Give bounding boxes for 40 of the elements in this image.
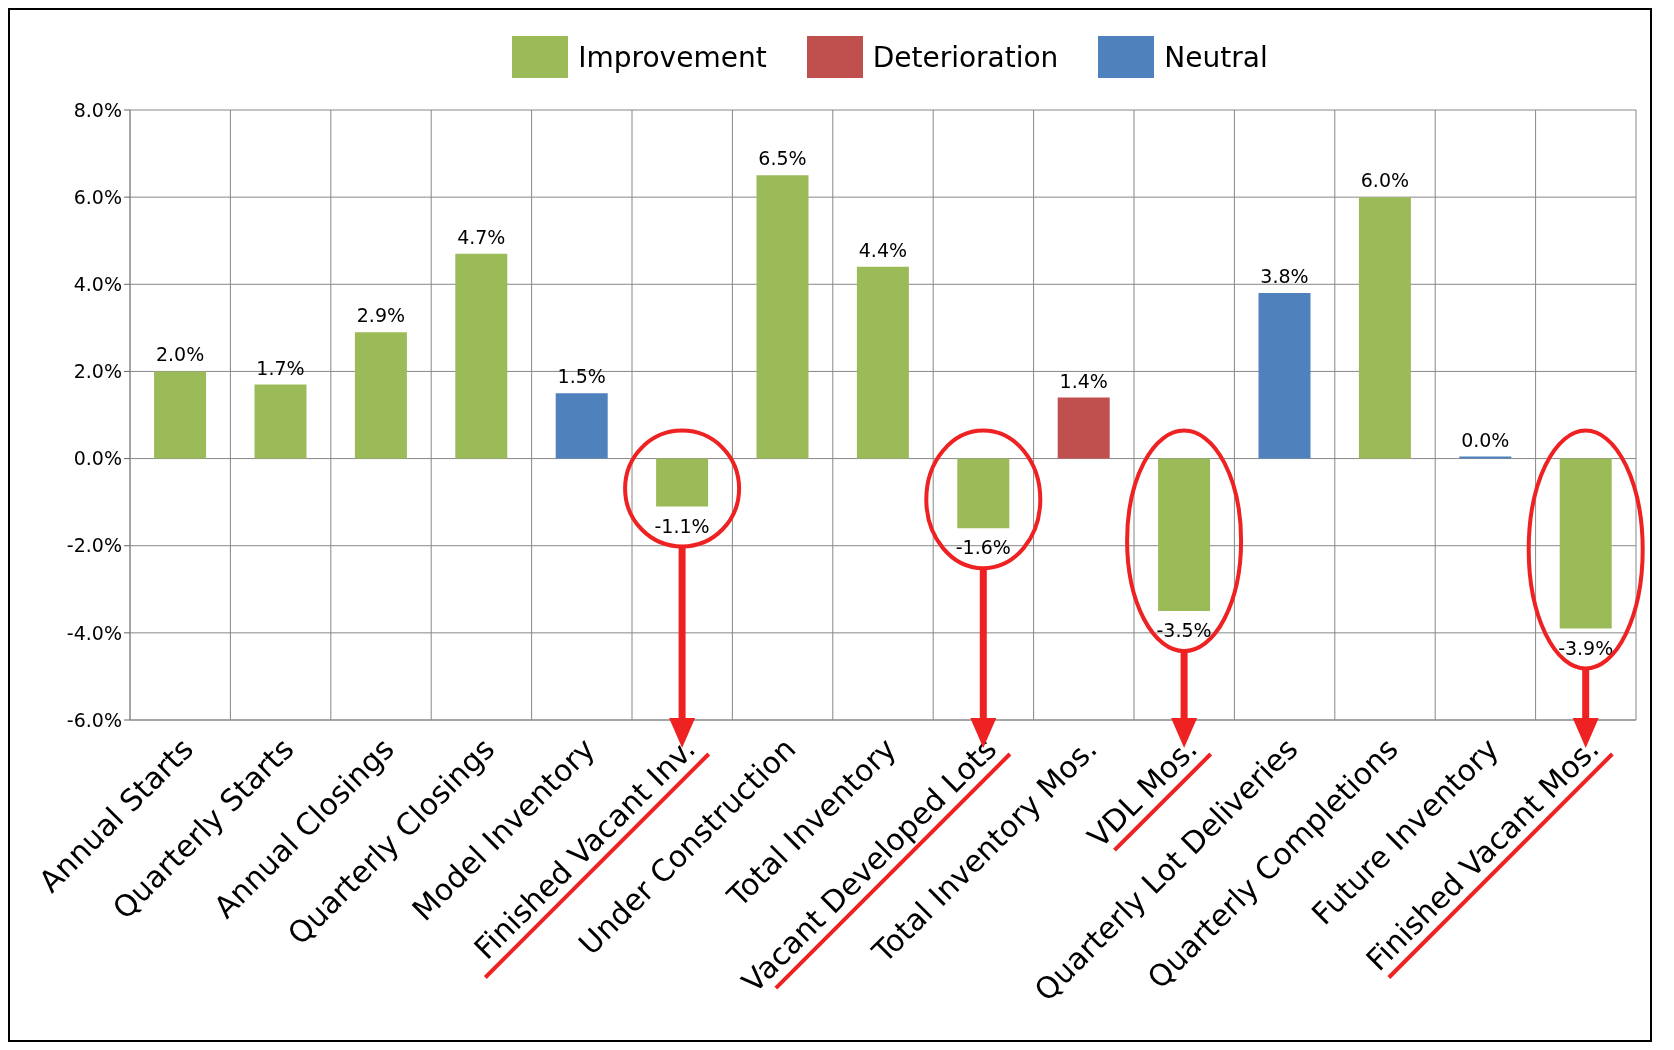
bar — [1358, 197, 1411, 459]
legend-label: Deterioration — [872, 40, 1059, 74]
data-label: 0.0% — [1461, 428, 1510, 451]
bar — [455, 253, 508, 459]
bar — [756, 175, 809, 459]
bar — [154, 371, 207, 459]
data-label: 6.0% — [1360, 169, 1410, 192]
bar — [254, 384, 307, 459]
y-tick-label: 2.0% — [73, 360, 122, 383]
y-tick-label: -2.0% — [66, 534, 122, 557]
data-label: -3.9% — [1558, 636, 1614, 659]
bar — [1559, 458, 1612, 629]
bar — [555, 393, 608, 459]
data-label: 2.9% — [356, 304, 406, 327]
data-label: 6.5% — [758, 147, 807, 170]
y-tick-label: 8.0% — [73, 98, 122, 121]
bar — [354, 332, 407, 459]
y-tick-label: -4.0% — [66, 621, 122, 644]
legend-label: Improvement — [578, 40, 767, 74]
y-tick-label: 4.0% — [73, 273, 122, 296]
data-label: 2.0% — [155, 343, 205, 366]
bar — [656, 458, 709, 507]
bar — [856, 266, 909, 459]
data-label: 4.7% — [457, 225, 506, 248]
data-label: 1.5% — [557, 365, 606, 388]
data-label: -1.1% — [654, 514, 710, 537]
legend-label: Neutral — [1164, 40, 1268, 74]
data-label: -1.6% — [955, 536, 1011, 559]
data-label: 4.4% — [858, 238, 908, 261]
bar — [1258, 293, 1311, 459]
y-tick-label: -6.0% — [66, 708, 122, 731]
data-label: 1.7% — [256, 356, 305, 379]
bar — [1158, 458, 1211, 612]
data-label: 1.4% — [1059, 369, 1108, 392]
data-label: -3.5% — [1156, 619, 1212, 642]
y-tick-label: 0.0% — [73, 447, 122, 470]
bar — [1057, 397, 1110, 459]
y-tick-label: 6.0% — [73, 185, 122, 208]
bar — [957, 458, 1010, 529]
data-label: 3.8% — [1260, 265, 1309, 287]
